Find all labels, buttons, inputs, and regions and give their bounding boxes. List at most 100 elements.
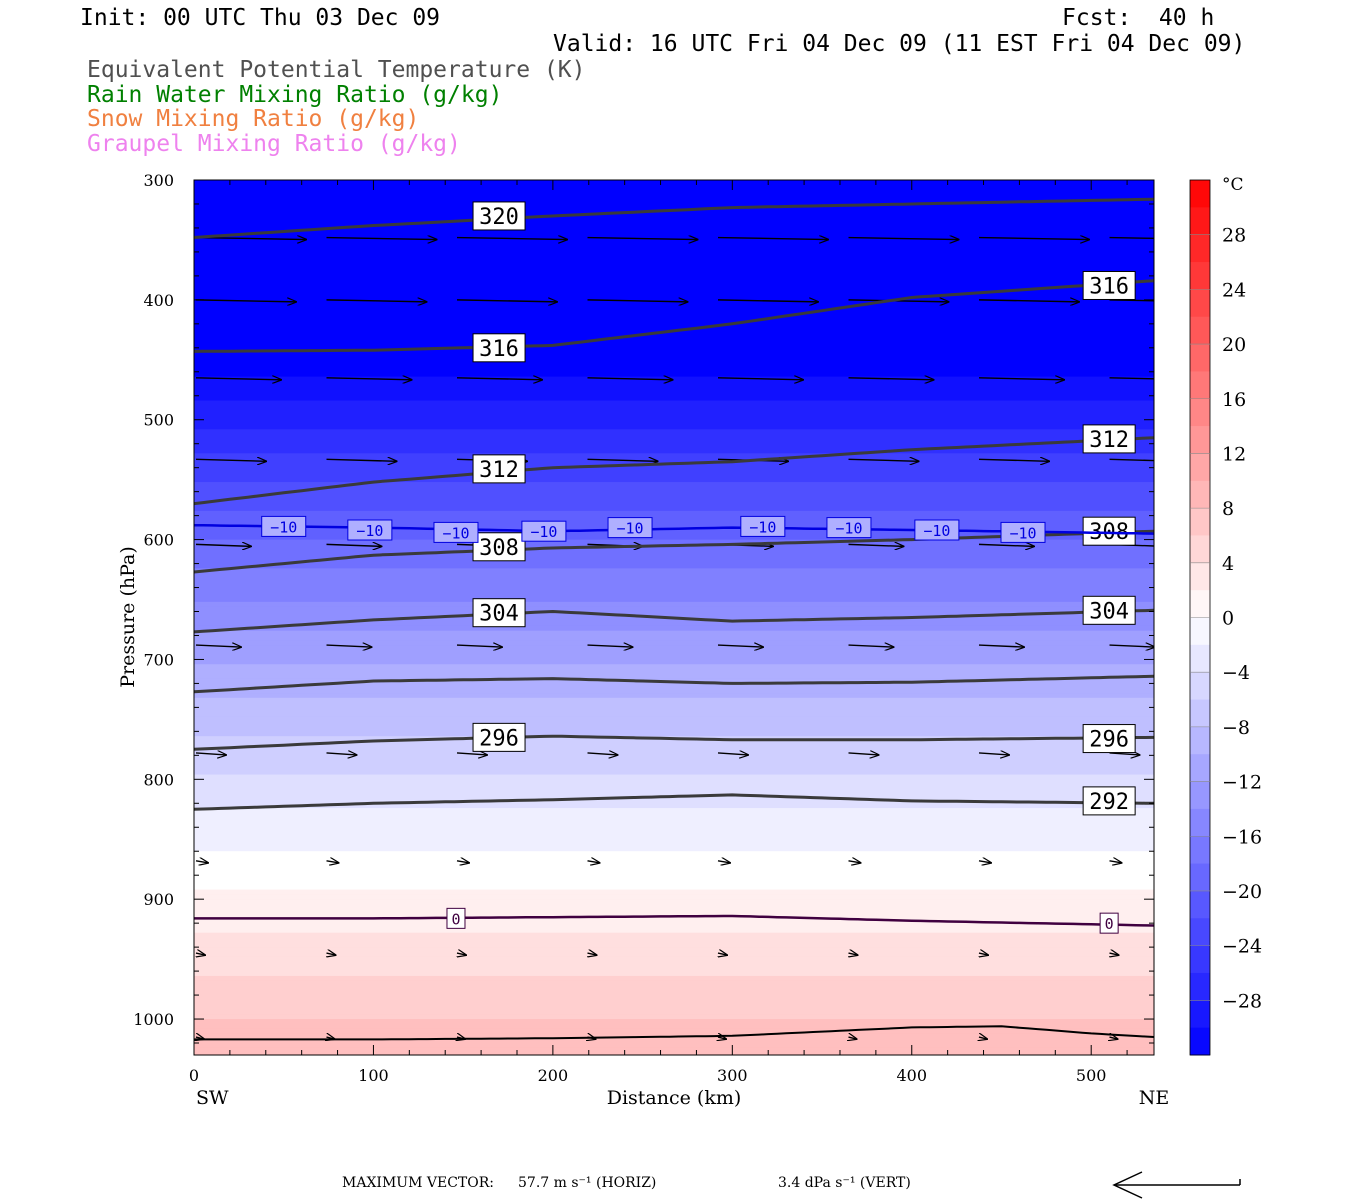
temperature-band — [194, 836, 1154, 843]
wind-vector — [849, 1037, 857, 1039]
colorbar-cell — [1190, 726, 1210, 755]
colorbar-tick-label: 28 — [1222, 225, 1246, 247]
y-tick-label: 600 — [143, 531, 174, 550]
temperature-band — [194, 822, 1154, 828]
colorbar-cell — [1190, 672, 1210, 701]
legend-line: Equivalent Potential Temperature (K) — [87, 57, 586, 83]
temperature-band — [194, 597, 1154, 603]
theta-e-contour-line — [194, 197, 1154, 239]
temperature-band — [194, 975, 1154, 982]
temperature-band — [194, 587, 1154, 593]
temperature-label: −10 — [835, 520, 862, 538]
temperature-band — [194, 860, 1154, 867]
temperature-band — [194, 510, 1154, 517]
wind-vector — [978, 645, 1024, 647]
wind-vector — [587, 645, 633, 647]
colorbar-cell — [1190, 781, 1210, 810]
temperature-band — [194, 199, 1154, 205]
temperature-band — [194, 304, 1154, 311]
temperature-band — [194, 582, 1154, 589]
colorbar-cell — [1190, 371, 1210, 400]
temperature-band — [194, 764, 1154, 771]
temperature-band — [194, 429, 1154, 435]
temperature-band — [194, 395, 1154, 402]
temperature-band — [194, 577, 1154, 584]
wind-vector — [1110, 1037, 1118, 1039]
terrain — [194, 1025, 1154, 1041]
x-tick-label: 300 — [717, 1066, 748, 1085]
colorbar-cell — [1190, 1027, 1210, 1056]
wind-vector — [1240, 645, 1285, 647]
wind-vector — [326, 378, 412, 380]
wind-vector — [587, 753, 618, 755]
wind-vector — [717, 753, 748, 755]
temperature-band — [194, 251, 1154, 258]
wind-vector — [717, 378, 803, 380]
temperature-band — [194, 515, 1154, 522]
temperature-band — [194, 424, 1154, 430]
wind-vector — [1109, 645, 1154, 647]
wind-vector — [587, 459, 658, 461]
wind-vector — [717, 238, 828, 240]
temperature-band — [194, 635, 1154, 641]
theta-e-label: 316 — [1089, 274, 1129, 299]
theta-e-label-box — [1082, 516, 1136, 546]
wind-vector — [326, 238, 437, 240]
colorbar-tick-label: 0 — [1222, 608, 1234, 630]
theta-e-contour-line — [194, 529, 1154, 574]
wind-vector — [326, 459, 397, 461]
colorbar-tick-label: −4 — [1222, 662, 1250, 684]
temperature-band — [194, 414, 1154, 421]
temperature-band — [194, 827, 1154, 833]
temperature-band — [194, 419, 1154, 426]
wind-vector — [587, 300, 688, 302]
wind-vector — [717, 645, 763, 647]
wind-vector — [456, 645, 502, 647]
wind-vector — [195, 238, 306, 240]
temperature-band — [194, 611, 1154, 617]
wind-vector — [1240, 1037, 1248, 1039]
temperature-label-box — [521, 520, 567, 542]
temperature-label: −10 — [442, 524, 469, 542]
theta-e-label-box — [472, 333, 526, 363]
temperature-band — [194, 755, 1154, 761]
theta-e-label-box — [472, 532, 526, 562]
wind-vector — [195, 645, 241, 647]
colorbar-tick-label: −8 — [1222, 717, 1250, 739]
temperature-band — [194, 501, 1154, 507]
colorbar-cell — [1190, 289, 1210, 318]
wind-vector — [326, 645, 372, 647]
temperature-band — [194, 203, 1154, 210]
colorbar-cell — [1190, 508, 1210, 536]
colorbar-cell — [1190, 535, 1210, 564]
wind-vector — [196, 953, 205, 955]
temperature-band — [194, 918, 1154, 924]
theta-e-label: 304 — [479, 602, 519, 627]
temperature-band — [194, 1019, 1154, 1025]
theta-e-contour-line — [194, 279, 1154, 353]
temperature-band — [194, 880, 1154, 886]
temperature-band — [194, 218, 1154, 224]
temperature-band — [194, 1023, 1154, 1030]
temperature-band — [194, 971, 1154, 977]
wind-vector — [588, 953, 597, 955]
temperature-band — [194, 808, 1154, 814]
max-vector-vertical: 3.4 dPa s⁻¹ (VERT) — [778, 1175, 911, 1191]
x-tick-label: 400 — [896, 1066, 927, 1085]
wind-vector — [978, 378, 1064, 380]
temperature-band — [194, 812, 1154, 819]
temperature-band — [194, 640, 1154, 646]
temperature-band — [194, 731, 1154, 737]
wind-vector — [848, 753, 879, 755]
temperature-label: −10 — [923, 522, 950, 540]
colorbar-cell — [1190, 480, 1210, 509]
temperature-band — [194, 1014, 1154, 1020]
temperature-band — [194, 927, 1154, 934]
theta-e-contour-line — [194, 793, 1154, 811]
colorbar-tick-label: 12 — [1222, 443, 1246, 465]
temperature-band — [194, 256, 1154, 263]
wind-vector — [326, 861, 339, 863]
temperature-contour-line — [194, 914, 1154, 927]
temperature-band — [194, 841, 1154, 848]
theta-e-label: 320 — [479, 205, 519, 230]
